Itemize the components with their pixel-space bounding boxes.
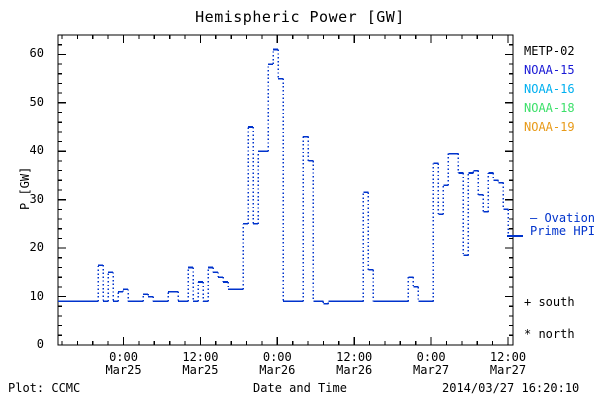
legend-north-marker: * north (524, 327, 575, 341)
footer-plot-source: Plot: CCMC (8, 381, 81, 395)
x-tick-label: 12:00 Mar26 (336, 350, 373, 377)
x-axis-label: Date and Time (253, 381, 347, 395)
legend-ovation-prime-hpi: — Ovation Prime HPI (530, 211, 596, 238)
page-title: Hemispheric Power [GW] (195, 8, 405, 26)
y-tick-label: 40 (29, 143, 44, 158)
legend-entry-noaa-16: NOAA-16 (524, 82, 575, 96)
legend-entry-metp-02: METP-02 (524, 44, 575, 58)
y-axis-label: P [GW] (18, 166, 32, 210)
legend-entry-noaa-15: NOAA-15 (524, 63, 575, 77)
x-tick-label: 0:00 Mar25 (105, 350, 142, 377)
y-tick-label: 20 (29, 240, 44, 255)
y-tick-label: 10 (29, 288, 44, 303)
y-tick-label: 60 (29, 46, 44, 61)
x-tick-label: 12:00 Mar25 (182, 350, 219, 377)
x-tick-label: 0:00 Mar26 (259, 350, 296, 377)
legend-entry-noaa-19: NOAA-19 (524, 120, 575, 134)
x-tick-label: 12:00 Mar27 (489, 350, 527, 377)
y-tick-label: 50 (29, 94, 44, 109)
legend-entry-noaa-18: NOAA-18 (524, 101, 575, 115)
y-tick-label: 30 (29, 191, 44, 206)
legend-south-marker: + south (524, 295, 575, 309)
series-0 (58, 48, 513, 305)
y-tick-label: 0 (36, 337, 44, 351)
footer-timestamp: 2014/03/27 16:20:10 (442, 381, 580, 395)
x-tick-label: 0:00 Mar27 (413, 350, 450, 377)
